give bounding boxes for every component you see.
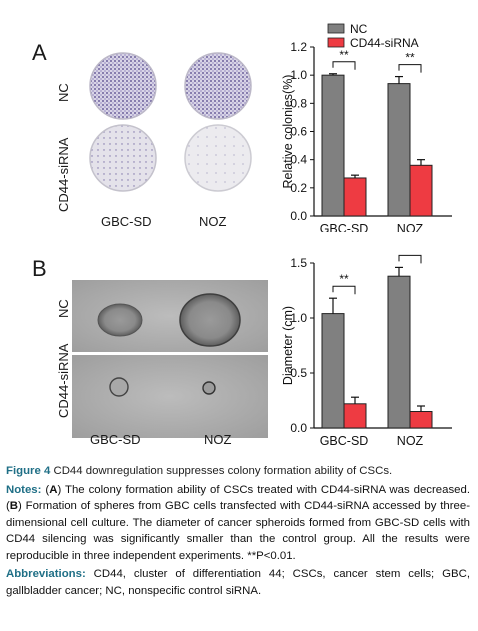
significance-bracket	[398, 254, 422, 264]
notes-text-3: ) Formation of spheres from GBC cells tr…	[6, 500, 470, 562]
significance-label: **	[405, 250, 415, 255]
notes-text-1: (	[41, 483, 50, 496]
spheroid-nc-gbcsd	[97, 303, 143, 337]
bar-cd44-sirna-noz	[409, 164, 433, 217]
plate-cd44-noz	[184, 124, 252, 192]
y-tick-label: 1.0	[290, 311, 307, 325]
notes-label: Notes:	[6, 483, 42, 496]
panel-b-row-label-nc: NC	[56, 299, 71, 318]
notes-panel-b: B	[9, 500, 19, 512]
spheroid-cd44-noz	[202, 381, 216, 395]
plate-nc-gbcsd	[89, 52, 157, 120]
y-tick-label: 0.0	[290, 421, 307, 435]
figure-caption: Figure 4 CD44 downregulation suppresses …	[6, 463, 470, 601]
panel-b-col-label-gbcsd: GBC-SD	[90, 432, 141, 447]
notes-panel-a: A	[49, 483, 58, 496]
bar-nc-noz	[387, 275, 411, 429]
legend-swatch	[327, 23, 345, 34]
spheroid-cd44-gbcsd	[109, 377, 129, 397]
spheroid-nc-noz	[179, 293, 241, 347]
plate-nc-noz	[184, 52, 252, 120]
abbreviations-text: CD44, cluster of differentiation 44; CSC…	[6, 568, 470, 597]
notes-text-2: ) The colony formation ability of CSCs t…	[6, 483, 470, 513]
caption-abbreviations: Abbreviations: CD44, cluster of differen…	[6, 566, 470, 599]
significance-bracket	[332, 61, 356, 70]
panel-a-label: A	[32, 40, 47, 65]
legend-swatch	[327, 37, 345, 48]
y-tick-label: 0.2	[290, 181, 307, 195]
caption-title-line: Figure 4 CD44 downregulation suppresses …	[6, 463, 470, 480]
figure-label: Figure 4	[6, 465, 51, 477]
y-axis-label: Diameter (cm)	[281, 306, 295, 385]
panel-a-row-label-cd44: CD44-siRNA	[56, 137, 71, 212]
y-tick-label: 0.5	[290, 366, 307, 380]
x-tick-label: GBC-SD	[320, 222, 369, 232]
y-tick-label: 0.4	[290, 153, 307, 167]
legend-label: NC	[350, 22, 368, 36]
chart-diameter: 0.0 0.5 1.0 1.5 Diameter (cm) ** GBC-SD ** NOZ	[281, 250, 452, 448]
y-tick-label: 0.8	[290, 96, 307, 110]
bar-nc-noz	[387, 83, 411, 217]
panel-a-col-label-gbcsd: GBC-SD	[101, 214, 152, 229]
y-axis-label: Relative colonies(%)	[281, 75, 295, 189]
y-tick-label: 1.2	[290, 40, 307, 54]
bar-nc-gbc-sd	[321, 74, 345, 217]
panel-a-row-label-nc: NC	[56, 83, 71, 102]
significance-label: **	[339, 48, 349, 62]
panel-b-col-label-noz: NOZ	[204, 432, 232, 447]
spheroid-photo	[72, 280, 268, 438]
abbreviations-label: Abbreviations:	[6, 568, 86, 580]
plate-cd44-gbcsd	[89, 124, 157, 192]
bar-cd44-sirna-gbc-sd	[343, 403, 367, 429]
figure-title: CD44 downregulation suppresses colony fo…	[50, 465, 393, 477]
x-tick-label: GBC-SD	[320, 434, 369, 448]
legend-label: CD44-siRNA	[350, 36, 419, 50]
panel-a-col-label-noz: NOZ	[199, 214, 227, 229]
x-tick-label: NOZ	[397, 222, 424, 232]
colony-plates-photo	[89, 52, 252, 192]
caption-notes: Notes: (A) The colony formation ability …	[6, 482, 470, 565]
y-tick-label: 1.5	[290, 256, 307, 270]
significance-label: **	[339, 272, 349, 286]
significance-bracket	[332, 285, 356, 295]
panel-b-row-label-cd44: CD44-siRNA	[56, 343, 71, 418]
chart-relative-colonies: 0.0 0.2 0.4 0.6 0.8 1.0 1.2 Relative colonies(%…	[281, 22, 452, 232]
bar-nc-gbc-sd	[321, 313, 345, 429]
significance-bracket	[398, 64, 422, 73]
bar-cd44-sirna-noz	[409, 411, 433, 429]
significance-label: **	[405, 51, 415, 65]
y-tick-label: 0.6	[290, 125, 307, 139]
y-tick-label: 0.0	[290, 209, 307, 223]
bar-cd44-sirna-gbc-sd	[343, 177, 367, 217]
panel-b-label: B	[32, 256, 47, 281]
x-tick-label: NOZ	[397, 434, 424, 448]
y-tick-label: 1.0	[290, 68, 307, 82]
